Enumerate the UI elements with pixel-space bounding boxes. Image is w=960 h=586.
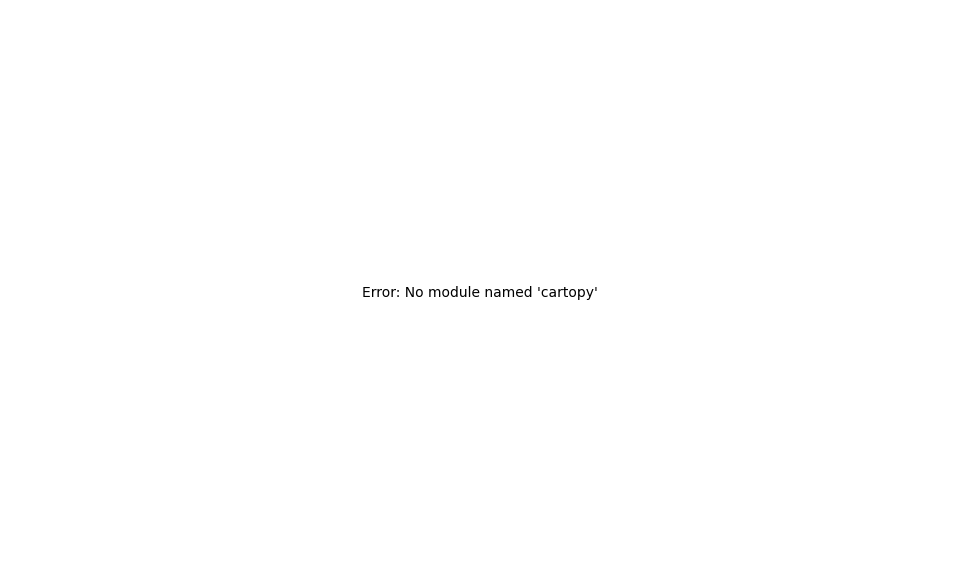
Text: Error: No module named 'cartopy': Error: No module named 'cartopy' [362, 286, 598, 300]
